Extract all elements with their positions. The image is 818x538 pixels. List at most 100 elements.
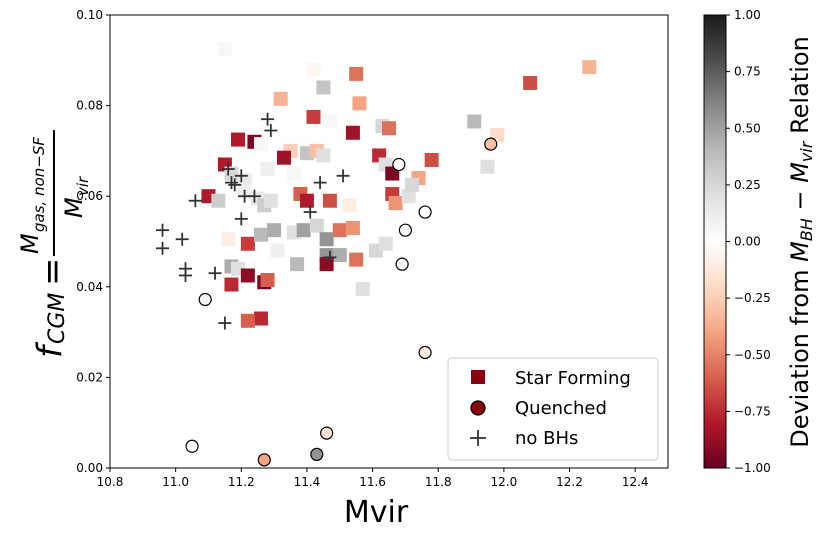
star-forming-point <box>217 41 232 56</box>
star-forming-point <box>253 137 268 152</box>
legend-no-bh-swatch <box>470 430 486 446</box>
y-axis-ticks: 0.00 0.02 0.04 0.06 0.08 0.10 <box>76 8 110 475</box>
y-label-den: M <box>60 197 88 218</box>
x-tick-label: 11.0 <box>162 475 189 489</box>
no-bh-series <box>156 112 350 330</box>
no-bh-point <box>188 194 202 208</box>
colorbar-label-prefix: Deviation from <box>786 262 814 448</box>
star-forming-point <box>260 273 275 288</box>
star-forming-point <box>490 82 505 97</box>
star-forming-point <box>273 91 288 106</box>
colorbar-label-suffix: Relation <box>786 36 814 141</box>
x-tick-label: 12.2 <box>556 475 583 489</box>
colorbar-label-sub1: BH <box>797 218 816 241</box>
star-forming-point <box>224 277 239 292</box>
star-forming-point <box>322 193 337 208</box>
star-forming-point <box>211 193 226 208</box>
star-forming-point <box>309 218 324 233</box>
colorbar <box>703 14 727 469</box>
no-bh-point <box>313 176 327 190</box>
legend-no-bh-label: no BHs <box>515 428 578 449</box>
star-forming-point <box>332 223 347 238</box>
star-forming-point <box>319 232 334 247</box>
no-bh-point <box>156 223 170 237</box>
no-bh-point <box>264 124 278 138</box>
no-bh-point <box>224 176 238 190</box>
quenched-point <box>198 292 212 307</box>
star-forming-point <box>404 177 419 192</box>
x-tick-label: 11.4 <box>294 475 321 489</box>
y-tick-label: 0.00 <box>76 461 103 475</box>
no-bh-point <box>234 169 248 183</box>
svg-text:Deviation from MBH − Mvir Rela: Deviation from MBH − Mvir Relation <box>786 36 816 448</box>
star-forming-point <box>240 268 255 283</box>
x-tick-label: 11.2 <box>228 475 255 489</box>
star-forming-point <box>352 96 367 111</box>
plot-frame <box>109 14 669 469</box>
quenched-point <box>484 137 498 151</box>
quenched-point <box>320 426 334 440</box>
y-label-den-sub: vir <box>74 176 92 196</box>
y-label-equals: = <box>33 258 73 287</box>
y-tick-label: 0.10 <box>76 8 103 22</box>
legend-star-forming-swatch <box>471 370 485 384</box>
star-forming-point <box>221 232 236 247</box>
star-forming-point <box>286 166 301 181</box>
colorbar-tick-label: −0.50 <box>734 348 771 362</box>
no-bh-point <box>303 205 317 219</box>
star-forming-point <box>382 121 396 136</box>
star-forming-point <box>480 159 495 174</box>
star-forming-point <box>378 236 393 251</box>
star-forming-point <box>582 60 597 75</box>
no-bh-point <box>208 266 222 280</box>
x-axis-label: Mvir <box>344 495 409 530</box>
colorbar-tick-label: 0.25 <box>734 178 761 192</box>
star-forming-point <box>253 311 268 326</box>
legend-box <box>447 357 659 461</box>
star-forming-point <box>319 257 334 272</box>
star-forming-point <box>260 162 275 177</box>
star-forming-point <box>296 223 311 238</box>
star-forming-point <box>523 75 538 90</box>
y-tick-label: 0.08 <box>76 99 103 113</box>
quenched-point <box>395 257 409 271</box>
colorbar-tick-label: 1.00 <box>734 8 761 22</box>
no-bh-point <box>228 178 242 192</box>
quenched-series <box>185 137 498 467</box>
x-tick-label: 11.6 <box>359 475 386 489</box>
colorbar-label: Deviation from MBH − Mvir Relation <box>786 36 816 448</box>
star-forming-point <box>306 62 321 77</box>
quenched-point <box>185 439 199 453</box>
y-label-f-sub: CGM <box>45 293 70 344</box>
star-forming-point <box>388 195 403 210</box>
no-bh-point <box>218 316 232 330</box>
colorbar-ticks: 1.00 0.75 0.50 0.25 0.00 −0.25 −0.50 −0.75 −1.00 <box>726 8 771 475</box>
colorbar-tick-label: 0.00 <box>734 235 761 249</box>
colorbar-tick-label: 0.75 <box>734 65 761 79</box>
no-bh-point <box>221 162 235 176</box>
x-tick-label: 12.4 <box>622 475 649 489</box>
star-forming-point <box>349 252 364 267</box>
star-forming-point <box>270 243 285 258</box>
star-forming-point <box>345 220 360 235</box>
star-forming-point <box>316 148 331 163</box>
y-label-num: M <box>16 233 44 254</box>
y-tick-label: 0.04 <box>76 280 103 294</box>
star-forming-point <box>276 150 291 165</box>
x-tick-label: 11.8 <box>425 475 452 489</box>
quenched-point <box>398 223 413 237</box>
star-forming-point <box>306 109 321 124</box>
colorbar-tick-label: −1.00 <box>734 461 771 475</box>
legend-star-forming-label: Star Forming <box>515 368 631 389</box>
star-forming-point <box>240 313 255 328</box>
star-forming-point <box>240 236 255 251</box>
star-forming-point <box>342 198 357 213</box>
legend-quenched-swatch <box>470 400 486 416</box>
star-forming-point <box>231 132 246 147</box>
no-bh-point <box>175 232 189 246</box>
colorbar-tick-label: 0.50 <box>734 121 761 135</box>
x-tick-label: 12.0 <box>491 475 518 489</box>
no-bh-point <box>323 250 337 264</box>
legend: Star Forming Quenched no BHs <box>447 357 659 461</box>
star-forming-point <box>322 114 337 129</box>
